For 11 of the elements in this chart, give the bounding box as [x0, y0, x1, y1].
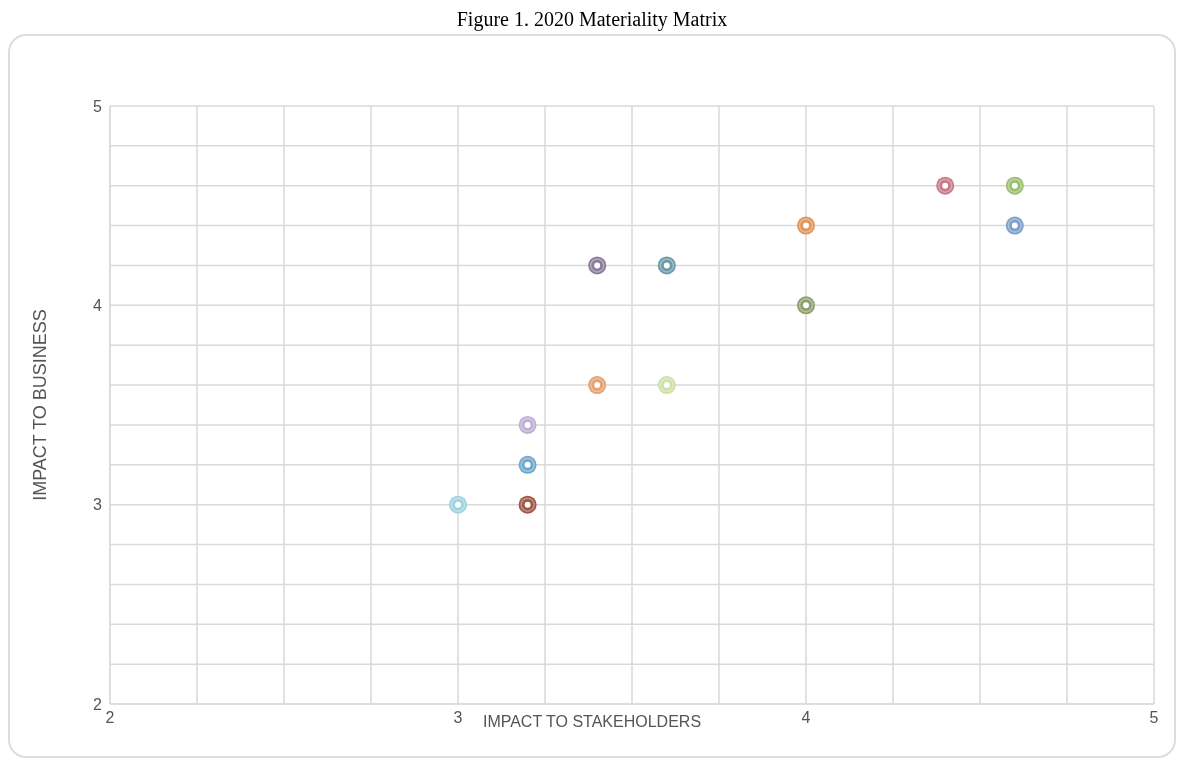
y-tick-label: 4: [93, 297, 103, 315]
x-tick-label: 5: [1149, 709, 1159, 727]
chart-title: Figure 1. 2020 Materiality Matrix: [455, 8, 729, 33]
x-tick-label: 2: [105, 709, 115, 727]
y-tick-label: 5: [93, 97, 103, 115]
x-axis-title: IMPACT TO STAKEHOLDERS: [482, 713, 702, 731]
x-tick-label: 3: [453, 709, 463, 727]
y-tick-label: 2: [93, 695, 103, 713]
y-tick-label: 3: [93, 496, 103, 514]
y-axis-title: IMPACT TO BUSINESS: [30, 309, 51, 501]
x-tick-label: 4: [801, 709, 811, 727]
